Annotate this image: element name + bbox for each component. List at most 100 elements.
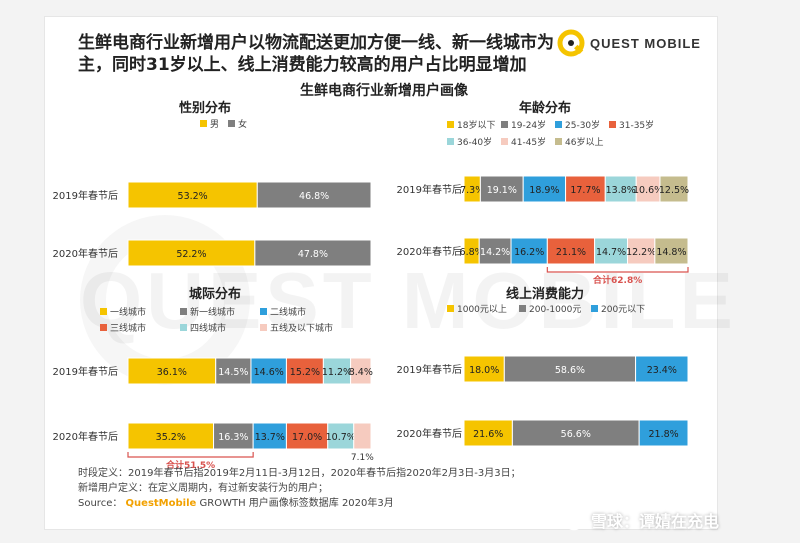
data-label: 14.8% [656, 247, 686, 258]
data-label: 15.2% [290, 367, 320, 378]
bar-segment [510, 237, 548, 265]
bar-segment [463, 355, 505, 383]
legend-label: 五线及以下城市 [270, 322, 333, 334]
legend-label: 男 [210, 119, 219, 130]
xueqiu-watermark-text: 雪球：谭婧在充电 [591, 512, 720, 531]
footer-notes: 时段定义：2019年春节后指2019年2月11日-3月12日，2020年春节后指… [78, 466, 521, 511]
legend-swatch [260, 324, 267, 331]
legend-label: 41-45岁 [511, 136, 546, 148]
data-label: 21.1% [556, 247, 586, 258]
legend-swatch [501, 138, 508, 145]
legend-swatch [100, 308, 107, 315]
category-label: 2020年春节后 [397, 427, 462, 440]
chart-title: 性别分布 [179, 100, 231, 116]
legend-swatch [591, 305, 598, 312]
bar-segment [127, 422, 215, 450]
data-label: 18.0% [469, 365, 499, 376]
chart-title: 线上消费能力 [506, 286, 584, 302]
legend-label: 36-40岁 [457, 136, 492, 148]
category-label: 2020年春节后 [53, 430, 118, 443]
legend-label: 200-1000元 [529, 305, 581, 315]
bar-segment [213, 422, 254, 450]
bar-segment [254, 239, 372, 267]
legend-label: 31-35岁 [619, 119, 654, 131]
bar-segment [322, 357, 352, 385]
annotation-bracket [546, 267, 689, 273]
data-label: 10.6% [633, 185, 663, 196]
bar-segment [256, 181, 372, 209]
legend-swatch [447, 121, 454, 128]
bar-segment [285, 422, 329, 450]
data-label: 16.3% [218, 432, 248, 443]
legend-label: 25-30岁 [565, 119, 600, 131]
legend-swatch [180, 308, 187, 315]
data-label: 46.8% [299, 191, 329, 202]
data-label: 47.8% [298, 249, 328, 260]
annotation-label: 合计62.8% [593, 274, 642, 286]
bar-segment [635, 355, 689, 383]
legend-label: 200元以下 [601, 305, 645, 315]
data-label: 14.7% [596, 247, 626, 258]
data-label: 35.2% [156, 432, 186, 443]
bar-segment [511, 419, 640, 447]
bar-segment [478, 237, 512, 265]
data-label: 14.6% [254, 367, 284, 378]
data-label: 18.9% [529, 185, 559, 196]
legend-swatch [501, 121, 508, 128]
legend-label: 女 [238, 118, 247, 130]
legend-swatch [555, 121, 562, 128]
bar-segment [350, 357, 372, 385]
bar-segment [250, 357, 287, 385]
category-label: 2019年春节后 [53, 365, 118, 378]
bar-segment [127, 357, 217, 385]
category-label: 2020年春节后 [397, 245, 462, 258]
annotation-bracket [127, 452, 254, 458]
legend-swatch [609, 121, 616, 128]
data-label: 13.7% [255, 432, 285, 443]
data-label: 7.1% [351, 453, 374, 463]
data-label: 17.0% [292, 432, 322, 443]
data-label: 13.8% [606, 185, 636, 196]
legend-label: 新一线城市 [190, 306, 235, 318]
data-label: 52.2% [176, 249, 206, 260]
data-label: 14.2% [480, 247, 510, 258]
legend-label: 三线城市 [110, 322, 146, 334]
xueqiu-watermark: 雪球：谭婧在充电 [563, 508, 719, 532]
footer-source-rest: GROWTH 用户画像标签数据库 2020年3月 [199, 498, 394, 509]
data-label: 21.6% [473, 429, 503, 440]
page-headline: 生鲜电商行业新增用户以物流配送更加方便一线、新一线城市为主，同时31岁以上、线上… [78, 33, 554, 75]
legend-label: 19-24岁 [511, 119, 546, 131]
bar-segment [353, 422, 372, 450]
legend-label: 一线城市 [110, 306, 146, 318]
bar-segment [659, 175, 689, 203]
legend-swatch [100, 324, 107, 331]
data-label: 6.8% [460, 247, 484, 258]
footer-source: Source： QuestMobile GROWTH 用户画像标签数据库 202… [78, 496, 521, 511]
watermark-text: QUEST MOBILE [80, 255, 737, 347]
data-label: 56.6% [561, 429, 591, 440]
data-label: 19.1% [487, 185, 517, 196]
legend-label: 1000元以上 [457, 304, 507, 315]
category-label: 2020年春节后 [53, 247, 118, 260]
snowball-logo-icon [563, 509, 585, 531]
data-label: 36.1% [157, 367, 187, 378]
category-label: 2019年春节后 [53, 189, 118, 202]
bar-segment [215, 357, 252, 385]
data-label: 53.2% [178, 191, 208, 202]
quest-mobile-logo: QUEST MOBILE [556, 28, 701, 58]
legend-swatch [260, 308, 267, 315]
quest-mobile-logo-text: QUEST MOBILE [590, 35, 701, 51]
footer-source-label: Source： [78, 498, 123, 509]
data-label: 12.5% [659, 185, 689, 196]
legend-label: 四线城市 [190, 322, 226, 334]
legend-swatch [228, 120, 235, 127]
legend-swatch [447, 138, 454, 145]
data-label: 8.4% [349, 367, 373, 378]
data-label: 14.5% [218, 367, 248, 378]
legend-swatch [200, 120, 207, 127]
data-label: 17.7% [570, 185, 600, 196]
footer-user-definition: 新增用户定义：在定义周期内，有过新安装行为的用户； [78, 483, 328, 494]
data-label: 11.2% [322, 367, 352, 378]
legend-swatch [180, 324, 187, 331]
